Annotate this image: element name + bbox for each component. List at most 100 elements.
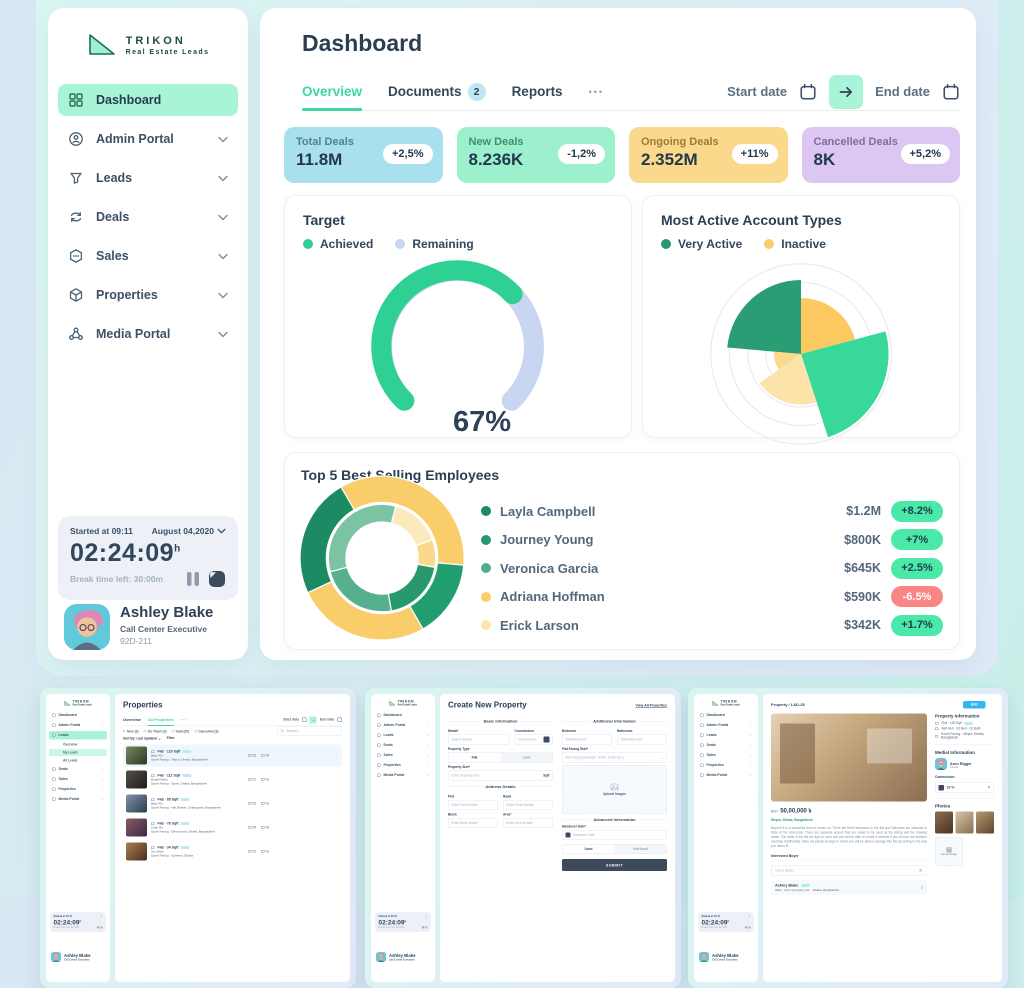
- sidebar-menu: Dashboard Admin Portal Leads Deals Sales…: [48, 84, 248, 350]
- funnel-icon: [68, 170, 84, 186]
- chevron-down-icon: [218, 292, 228, 299]
- stat-delta-badge: +5,2%: [900, 144, 950, 164]
- logo-title: TRIKON: [125, 34, 186, 47]
- sidebar-item-leads[interactable]: Leads: [58, 162, 238, 194]
- box-icon: [68, 287, 84, 303]
- tab-overview[interactable]: Overview: [302, 73, 363, 111]
- thumbnail-create-property-page[interactable]: TRIKON Real Estate Leads Dashboard Admin Po…: [365, 688, 681, 988]
- tab-reports[interactable]: Reports: [511, 84, 563, 99]
- timer-date-dropdown[interactable]: August 04,2020: [152, 526, 226, 536]
- employees-donut-chart: [299, 475, 465, 646]
- legend-item: Achieved: [303, 237, 373, 251]
- mini-profile: Ashley Blake Call Center Executive: [699, 952, 738, 962]
- employee-delta-badge: +8.2%: [891, 500, 943, 522]
- target-gauge-chart: 67%: [285, 251, 631, 437]
- stat-value: 8K: [813, 150, 836, 169]
- mini-timer: Started at 09:11 ⌄ 02:24:09h Break time l…: [375, 912, 431, 932]
- start-date-field[interactable]: Start date: [727, 84, 788, 99]
- mini-sidebar-item: Media Portal ⌄: [697, 771, 755, 780]
- deals-icon: [68, 209, 84, 225]
- stat-label: Total Deals: [296, 136, 354, 148]
- mini-timer: Started at 09:11 ⌄ 02:24:09h Break time l…: [698, 912, 754, 932]
- chevron-down-icon: [218, 214, 228, 221]
- mini-sidebar-item: Sales ⌄: [697, 751, 755, 760]
- mini-profile: Ashley Blake Call Center Executive: [51, 952, 90, 962]
- timer-value: 02:24:09h: [70, 539, 181, 567]
- mini-sidebar-item: Leads ⌄: [49, 731, 107, 740]
- employee-name: Erick Larson: [500, 617, 579, 633]
- chevron-down-icon: [218, 331, 228, 338]
- employee-name: Veronica Garcia: [500, 560, 599, 576]
- sidebar-item-dashboard[interactable]: Dashboard: [58, 84, 238, 116]
- mini-property-row: Flat · 65 Sqft Bayn Rd South Facing · Hal…: [123, 793, 342, 815]
- thumbnail-properties-page[interactable]: TRIKON Real Estate Leads Dashboard Admin Po…: [40, 688, 356, 988]
- employee-delta-badge: +1.7%: [891, 614, 943, 636]
- avatar: [376, 952, 386, 962]
- calendar-icon[interactable]: [942, 83, 960, 101]
- mini-filter-chip: Cancelled (3): [194, 730, 218, 734]
- sidebar-item-label: Leads: [96, 171, 133, 185]
- timer-break: Break time left: 30:00m: [70, 574, 164, 584]
- grid-icon: [68, 92, 84, 108]
- apply-date-button[interactable]: [829, 74, 864, 109]
- trash-icon: ▯: [920, 885, 923, 890]
- thumbnail-property-detail-page[interactable]: TRIKON Real Estate Leads Dashboard Admin Po…: [688, 688, 1008, 988]
- mini-property-row: Flat · 76 Sqft Chan Rd South Facing · Dha…: [123, 817, 342, 839]
- chart-title: Top 5 Best Selling Employees: [301, 467, 500, 483]
- logo-subtitle: Real Estate Leads: [125, 48, 210, 56]
- profile-id: 92D-211: [120, 636, 152, 646]
- employees-list: Layla Campbell $1.2M +8.2% Journey Young …: [481, 497, 943, 640]
- tab-documents[interactable]: Documents 2: [388, 73, 486, 110]
- logo-triangle-icon: [88, 34, 115, 55]
- sidebar-item-media-portal[interactable]: Media Portal: [58, 318, 238, 350]
- avatar: [51, 952, 61, 962]
- mini-sidebar-item: Leads ⌄: [697, 731, 755, 740]
- stat-value: 2.352M: [641, 150, 698, 169]
- chevron-down-icon: [218, 253, 228, 260]
- end-date-field[interactable]: End date: [875, 84, 930, 99]
- mini-property-row: Flat · 112 Sqft Rupali Metro South Facing…: [123, 769, 342, 791]
- profile-name: Ashley Blake: [120, 604, 214, 621]
- tabs-more-icon[interactable]: •••: [588, 86, 605, 97]
- mini-filter-chip: On Trash (3): [143, 730, 167, 734]
- sales-icon: [68, 248, 84, 264]
- employee-name: Journey Young: [500, 532, 594, 548]
- sidebar-item-sales[interactable]: Sales: [58, 240, 238, 272]
- pause-icon[interactable]: [186, 571, 200, 587]
- stat-value: 8.236K: [468, 150, 524, 169]
- stop-icon[interactable]: [208, 570, 226, 588]
- legend-item: Inactive: [764, 237, 826, 251]
- chart-title: Target: [303, 212, 345, 228]
- timer-widget: Started at 09:11 August 04,2020 02:24:09…: [58, 516, 238, 600]
- search-icon: [280, 729, 285, 733]
- svg-text:67%: 67%: [453, 406, 511, 437]
- mini-search-input: Search...: [277, 726, 342, 736]
- stat-delta-badge: +2,5%: [383, 144, 433, 164]
- sidebar-item-admin-portal[interactable]: Admin Portal: [58, 123, 238, 155]
- mini-sidebar-item: Deals ⌄: [374, 741, 432, 750]
- sidebar-item-label: Deals: [96, 210, 130, 224]
- mini-sidebar-item: Sales ⌄: [374, 751, 432, 760]
- avatar: [935, 758, 947, 770]
- mini-sort: Sort By: Last Updated ⌄: [123, 737, 161, 741]
- main-panel: Dashboard Overview Documents 2 Reports ••• …: [260, 8, 976, 660]
- legend-item: Very Active: [661, 237, 742, 251]
- employee-value: $645K: [844, 561, 881, 576]
- user-profile[interactable]: Ashley Blake Call Center Executive 92D-2…: [64, 604, 213, 655]
- legend-item: Remaining: [395, 237, 474, 251]
- stat-card-cancelled-deals: Cancelled Deals 8K +5,2%: [801, 127, 960, 183]
- chart-title: Most Active Account Types: [661, 212, 842, 228]
- avatar: [64, 604, 110, 655]
- employee-row: Journey Young $800K +7%: [481, 526, 943, 555]
- mini-filter-chip: Sold (20): [171, 730, 189, 734]
- calendar-icon[interactable]: [799, 83, 817, 101]
- mini-filter: Filter: [166, 736, 175, 741]
- sidebar-item-deals[interactable]: Deals: [58, 201, 238, 233]
- employee-name: Layla Campbell: [500, 503, 596, 519]
- employee-row: Layla Campbell $1.2M +8.2%: [481, 497, 943, 526]
- mini-sidebar-item: Media Portal ⌄: [49, 795, 107, 804]
- sidebar-item-label: Sales: [96, 249, 129, 263]
- sidebar-item-properties[interactable]: Properties: [58, 279, 238, 311]
- tab-badge: 2: [467, 82, 486, 101]
- avatar: [64, 604, 110, 650]
